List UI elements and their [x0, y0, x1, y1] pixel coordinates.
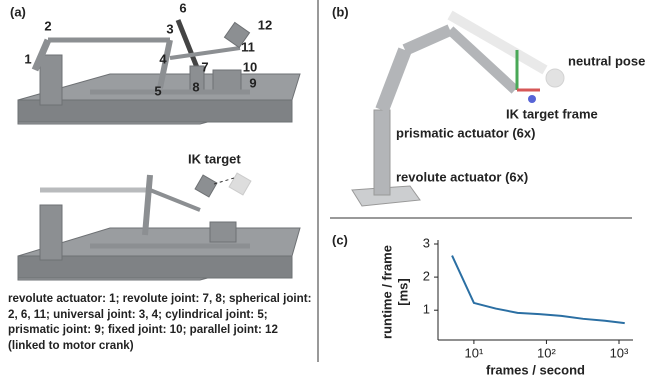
- joint-label: 8: [192, 79, 199, 94]
- joint-label: 6: [179, 0, 186, 15]
- joint-label: 7: [201, 59, 208, 74]
- joint-label: 1: [24, 51, 31, 66]
- robot-top: [18, 20, 300, 124]
- robot-bottom: [18, 173, 300, 280]
- joint-label: 11: [241, 39, 255, 54]
- joint-label: 5: [154, 83, 161, 98]
- annotation: prismatic actuator (6x): [396, 125, 535, 140]
- y-tick-label: 1: [423, 302, 430, 317]
- annotation: IK target: [188, 151, 241, 166]
- annotation: revolute actuator (6x): [396, 169, 528, 184]
- y-tick-label: 2: [423, 269, 430, 284]
- x-tick-label: 10¹: [465, 345, 484, 360]
- annotation: IK target frame: [506, 106, 598, 121]
- joint-label: 4: [159, 51, 167, 66]
- x-tick-label: 10²: [537, 345, 556, 360]
- y-axis-label: runtime / frame: [379, 245, 394, 339]
- panel-letter: (a): [10, 4, 26, 19]
- line: [452, 256, 625, 324]
- joint-label: 2: [44, 18, 51, 33]
- joint-label: 10: [243, 59, 257, 74]
- caption: revolute actuator: 1; revolute joint: 7,…: [8, 291, 313, 353]
- joint-label: 3: [166, 21, 173, 36]
- annotation: neutral pose: [568, 53, 645, 68]
- joint-label: 12: [258, 17, 272, 32]
- figure: (a) (b) (c) IK target 123456789101112neu…: [0, 0, 652, 384]
- panel-letter: (b): [332, 4, 349, 19]
- x-tick-label: 10³: [610, 345, 629, 360]
- y-tick-label: 3: [423, 235, 430, 250]
- y-axis-label: [ms]: [395, 278, 410, 305]
- x-axis-label: frames / second: [486, 362, 585, 377]
- joint-label: 9: [249, 75, 256, 90]
- panel-letter: (c): [332, 232, 348, 247]
